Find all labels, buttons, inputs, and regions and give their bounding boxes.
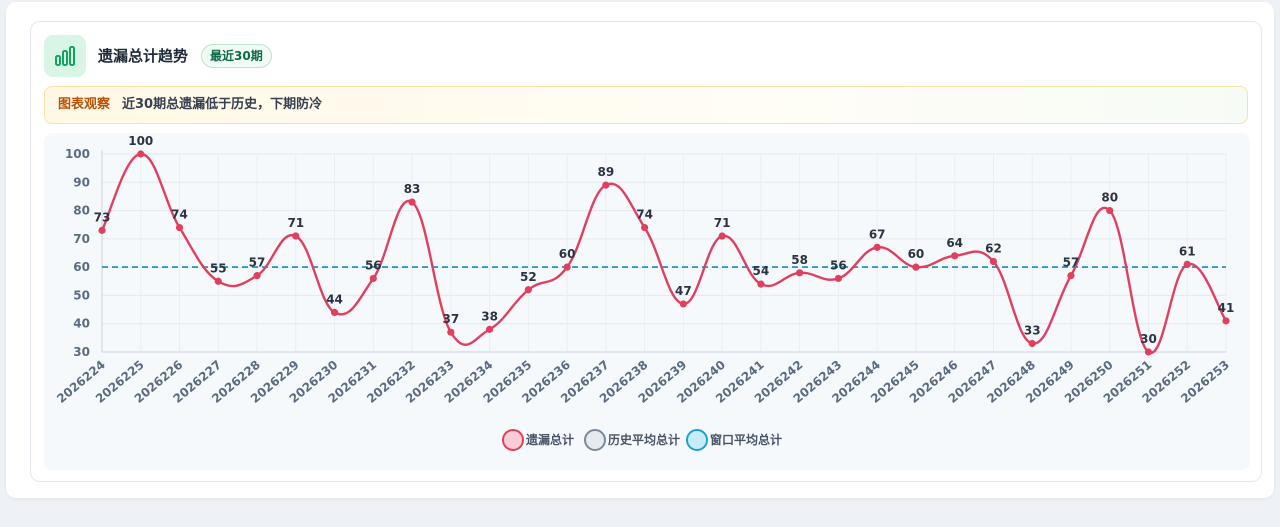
data-label: 47 — [675, 284, 692, 298]
data-label: 80 — [1101, 191, 1118, 205]
data-label: 54 — [753, 264, 770, 278]
data-label: 73 — [94, 210, 111, 224]
data-label: 61 — [1179, 244, 1196, 258]
data-label: 67 — [869, 227, 886, 241]
insight-text: 近30期总遗漏低于历史，下期防冷 — [122, 97, 323, 112]
data-label: 44 — [326, 292, 343, 306]
data-label: 89 — [598, 165, 615, 179]
data-label: 55 — [210, 261, 227, 275]
y-tick-label: 70 — [73, 232, 90, 246]
data-label: 71 — [714, 216, 731, 230]
data-label: 57 — [249, 256, 266, 270]
data-label: 64 — [946, 236, 963, 250]
line-chart: 100 90 80 70 60 50 40 30 73 100 74 55 57 71 44 56 83 37 38… — [54, 134, 1235, 451]
y-tick-label: 40 — [73, 317, 90, 331]
data-point — [602, 181, 610, 189]
trend-card: 遗漏总计趋势 最近30期 图表观察 近30期总遗漏低于历史，下期防冷 100 90… — [30, 21, 1262, 482]
data-label: 74 — [636, 208, 653, 222]
data-point — [563, 263, 571, 271]
data-point — [330, 308, 339, 316]
data-label: 100 — [128, 134, 153, 148]
y-tick-label: 30 — [73, 345, 90, 359]
data-label: 56 — [830, 258, 847, 272]
data-point — [253, 272, 261, 280]
data-point — [989, 257, 998, 266]
data-point — [951, 252, 959, 260]
data-label: 74 — [171, 208, 188, 222]
data-label: 58 — [791, 253, 808, 267]
legend-swatch — [686, 429, 708, 451]
data-point — [1183, 260, 1191, 268]
data-point — [292, 232, 300, 240]
data-point — [679, 300, 687, 308]
card-title: 遗漏总计趋势 — [98, 47, 189, 65]
page-background: 遗漏总计趋势 最近30期 图表观察 近30期总遗漏低于历史，下期防冷 100 90… — [6, 2, 1274, 498]
data-label: 56 — [365, 258, 382, 272]
insight-banner: 图表观察 近30期总遗漏低于历史，下期防冷 — [44, 86, 1248, 124]
insight-tag: 图表观察 — [58, 97, 111, 112]
data-label: 30 — [1140, 332, 1157, 346]
y-tick-label: 90 — [73, 175, 90, 189]
y-tick-label: 80 — [73, 204, 90, 218]
data-point — [718, 232, 726, 240]
legend-swatch — [502, 429, 524, 451]
data-label: 57 — [1063, 256, 1080, 270]
data-point — [447, 328, 455, 336]
data-label: 60 — [908, 247, 925, 261]
series-line-遗漏总计 — [100, 152, 1228, 354]
data-label: 41 — [1218, 301, 1235, 315]
y-tick-label: 60 — [73, 260, 90, 274]
legend-label: 历史平均总计 — [608, 432, 680, 447]
legend-swatch — [584, 429, 606, 451]
legend-label: 遗漏总计 — [525, 432, 574, 447]
bar-chart-icon — [44, 35, 86, 77]
data-point — [214, 277, 222, 285]
data-label: 38 — [481, 309, 498, 323]
data-point — [912, 263, 920, 271]
data-point — [1144, 348, 1153, 356]
data-point — [524, 286, 532, 294]
data-point — [834, 274, 843, 283]
data-point — [1222, 317, 1230, 325]
data-label: 52 — [520, 270, 537, 284]
y-tick-label: 50 — [73, 288, 90, 302]
legend-label: 窗口平均总计 — [710, 432, 782, 447]
data-point — [175, 223, 184, 232]
data-point — [1028, 339, 1036, 348]
data-point — [98, 226, 106, 234]
y-tick-label: 100 — [65, 147, 90, 161]
data-point — [137, 150, 145, 158]
data-point — [408, 198, 416, 206]
data-label: 37 — [442, 312, 459, 326]
data-label: 83 — [404, 182, 421, 196]
period-badge[interactable]: 最近30期 — [201, 44, 272, 68]
data-point — [485, 325, 494, 333]
data-label: 71 — [287, 216, 304, 230]
data-label: 33 — [1024, 324, 1041, 338]
data-point — [641, 223, 649, 232]
data-point — [757, 280, 765, 288]
chart-area: 100 90 80 70 60 50 40 30 73 100 74 55 57 71 44 56 83 37 38… — [44, 133, 1250, 470]
data-label: 62 — [985, 241, 1002, 255]
data-point — [1067, 272, 1075, 280]
data-point — [796, 269, 804, 277]
data-point — [369, 274, 377, 283]
data-point — [873, 243, 881, 251]
data-label: 60 — [559, 247, 576, 261]
data-point — [1106, 206, 1114, 215]
